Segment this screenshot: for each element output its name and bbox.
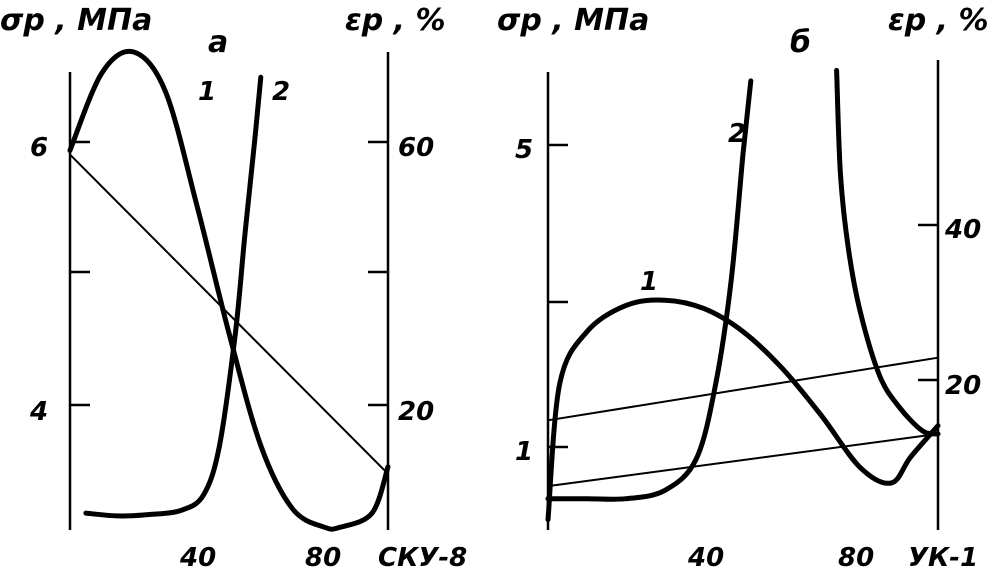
x-axis-title: СКУ-8: [378, 543, 467, 573]
x-axis-title: УК-1: [908, 543, 978, 573]
series-line-1-0: [67, 48, 391, 532]
right-axis-title: εр , %: [888, 3, 989, 38]
right-tick-label: 60: [398, 133, 434, 163]
panel-a: σр , МПа εр , % а 6 4 60 20 40 80 СКУ-8 …: [0, 3, 467, 573]
panel-b: σр , МПа εр , % б 5 1 40 20 40 80 УК-1 1…: [497, 3, 989, 573]
right-tick-label: 40: [944, 215, 981, 245]
right-tick-label: 20: [398, 397, 434, 427]
curve-label-2: 2: [272, 77, 290, 107]
series-line-1-0: [545, 297, 941, 523]
right-axis-title: εр , %: [345, 3, 446, 38]
x-tick-label: 40: [179, 543, 216, 573]
series-line-reference-4: [547, 432, 939, 488]
left-tick-label: 4: [29, 397, 48, 427]
panel-label: а: [208, 25, 228, 60]
curve-label-2: 2: [728, 119, 746, 149]
series-line-2-1: [83, 74, 264, 519]
x-tick-label: 80: [305, 543, 341, 573]
right-tick-label: 20: [945, 371, 981, 401]
x-tick-label: 40: [687, 543, 724, 573]
curve-label-1: 1: [640, 267, 658, 297]
left-tick-label: 6: [30, 133, 48, 163]
left-axis-title: σр , МПа: [497, 3, 649, 38]
series-line-reference-2: [69, 153, 389, 475]
left-tick-label: 1: [515, 437, 533, 467]
series-line-unlabeled-2: [834, 67, 941, 437]
panel-label: б: [790, 25, 811, 60]
left-axis-title: σр , МПа: [0, 3, 152, 38]
curve-label-1: 1: [198, 77, 216, 107]
series-line-reference-3: [547, 356, 939, 422]
series-line-2-1: [545, 78, 754, 502]
left-tick-label: 5: [515, 135, 533, 165]
x-tick-label: 80: [838, 543, 874, 573]
